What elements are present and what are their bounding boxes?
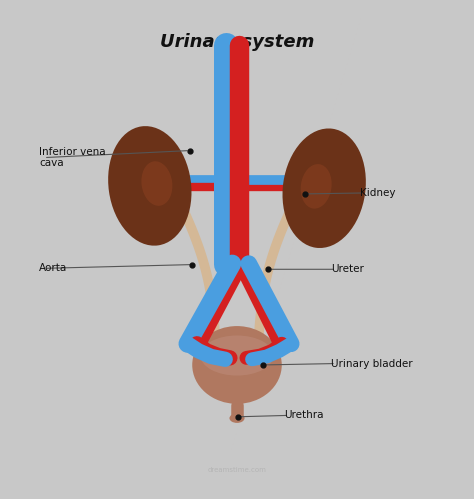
Ellipse shape	[192, 326, 282, 404]
Ellipse shape	[301, 164, 332, 209]
Ellipse shape	[141, 161, 173, 206]
Text: Urethra: Urethra	[284, 410, 324, 420]
Text: Urinary system: Urinary system	[160, 33, 314, 51]
Ellipse shape	[229, 414, 245, 423]
Text: dreamstime.com: dreamstime.com	[208, 468, 266, 474]
Ellipse shape	[201, 335, 273, 376]
Ellipse shape	[283, 128, 366, 248]
Text: Ureter: Ureter	[331, 264, 364, 274]
Text: Urinary bladder: Urinary bladder	[331, 359, 413, 369]
Ellipse shape	[108, 126, 191, 246]
Text: Inferior vena
cava: Inferior vena cava	[39, 147, 106, 168]
Text: Aorta: Aorta	[39, 263, 67, 273]
Text: Kidney: Kidney	[359, 188, 395, 198]
